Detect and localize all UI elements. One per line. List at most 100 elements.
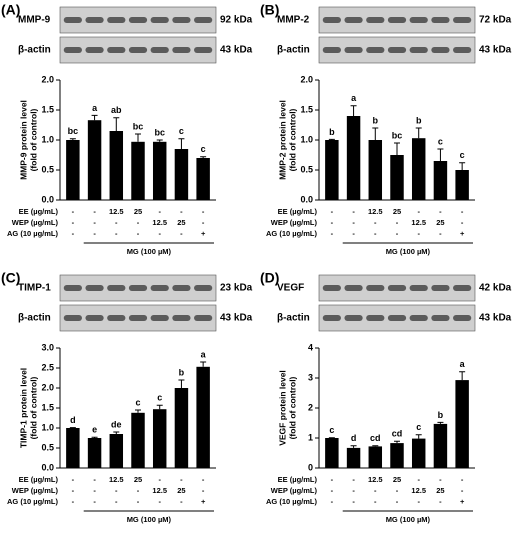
bar bbox=[346, 116, 361, 200]
treatment-entry: - bbox=[439, 497, 442, 506]
significance-letter: bc bbox=[392, 130, 403, 140]
protein-label: MMP-9 bbox=[18, 15, 51, 26]
treatment-entry: - bbox=[374, 486, 377, 495]
treatment-label: WEP (µg/mL) bbox=[271, 218, 318, 227]
blot-band bbox=[409, 315, 428, 321]
treatment-group-label: MG (100 µM) bbox=[386, 247, 431, 256]
panel: (B) 0.0 0.5 1.0 1.5 2.0 MMP-2 protein level (fo… bbox=[260, 2, 512, 256]
blot-band bbox=[107, 285, 126, 291]
blot-band bbox=[322, 17, 341, 23]
treatment-label: EE (µg/mL) bbox=[19, 207, 59, 216]
treatment-entry: - bbox=[331, 229, 334, 238]
treatment-group-label: MG (100 µM) bbox=[127, 247, 172, 256]
blot-band bbox=[63, 315, 82, 321]
blot-band bbox=[194, 47, 213, 53]
y-axis-label: MMP-9 protein level bbox=[18, 100, 28, 180]
treatment-entry: - bbox=[137, 229, 140, 238]
treatment-label: EE (µg/mL) bbox=[278, 475, 318, 484]
bar bbox=[368, 140, 383, 200]
treatment-entry: - bbox=[158, 475, 161, 484]
treatment-entry: - bbox=[352, 475, 355, 484]
error-bar bbox=[200, 361, 207, 367]
protein-label: β-actin bbox=[277, 313, 310, 324]
treatment-entry: - bbox=[417, 475, 420, 484]
significance-letter: cd bbox=[370, 433, 381, 443]
treatment-entry: + bbox=[460, 497, 465, 506]
y-tick-label: 0 bbox=[308, 462, 313, 472]
significance-letter: a bbox=[201, 349, 207, 359]
blot-band bbox=[409, 47, 428, 53]
bar bbox=[433, 423, 448, 468]
blot-band bbox=[366, 47, 385, 53]
treatment-entry: 25 bbox=[393, 207, 401, 216]
significance-letter: d bbox=[70, 415, 76, 425]
significance-letter: c bbox=[438, 136, 443, 146]
treatment-entry: - bbox=[115, 497, 118, 506]
panel: (D) 0 1 2 3 4 VEGF protein level (fold of contr… bbox=[260, 270, 512, 524]
treatment-entry: - bbox=[352, 497, 355, 506]
bar bbox=[66, 428, 80, 468]
treatment-entry: - bbox=[180, 229, 183, 238]
treatment-entry: 12.5 bbox=[411, 218, 426, 227]
significance-letter: e bbox=[92, 425, 97, 435]
y-tick-label: 2 bbox=[308, 402, 313, 412]
bar bbox=[455, 380, 469, 468]
y-tick-label: 3.0 bbox=[41, 342, 54, 352]
y-axis-label: (fold of control) bbox=[287, 108, 297, 171]
treatment-entry: - bbox=[396, 218, 399, 227]
error-bar bbox=[178, 379, 185, 388]
treatment-entry: - bbox=[115, 229, 118, 238]
error-bar bbox=[350, 105, 357, 116]
size-label: 72 kDa bbox=[479, 15, 512, 26]
error-bar bbox=[156, 139, 163, 142]
error-bar bbox=[437, 148, 444, 161]
treatment-entry: - bbox=[72, 207, 75, 216]
treatment-entry: - bbox=[115, 218, 118, 227]
blot-band bbox=[172, 47, 191, 53]
blot-band bbox=[453, 285, 472, 291]
blot-band bbox=[366, 285, 385, 291]
bar bbox=[152, 409, 167, 468]
blot-band bbox=[85, 315, 104, 321]
y-tick-label: 1.5 bbox=[41, 402, 54, 412]
treatment-entry: - bbox=[158, 497, 161, 506]
bar bbox=[87, 120, 102, 200]
bar bbox=[152, 141, 167, 200]
bar bbox=[87, 438, 102, 468]
treatment-entry: 12.5 bbox=[411, 486, 426, 495]
error-bar bbox=[135, 409, 141, 413]
y-axis-label: (fold of control) bbox=[28, 108, 38, 171]
blot-band bbox=[453, 17, 472, 23]
treatment-entry: - bbox=[352, 486, 355, 495]
treatment-entry: - bbox=[461, 218, 464, 227]
treatment-entry: - bbox=[396, 486, 399, 495]
bar bbox=[196, 366, 210, 468]
bar bbox=[411, 438, 426, 468]
y-tick-label: 1.0 bbox=[41, 422, 54, 432]
blot-band bbox=[431, 285, 450, 291]
treatment-entry: 12.5 bbox=[109, 475, 124, 484]
treatment-entry: - bbox=[115, 486, 118, 495]
blot-band bbox=[431, 315, 450, 321]
treatment-entry: - bbox=[158, 207, 161, 216]
bar bbox=[109, 434, 124, 468]
treatment-entry: - bbox=[137, 497, 140, 506]
blot-band bbox=[409, 285, 428, 291]
treatment-entry: - bbox=[439, 207, 442, 216]
treatment-entry: - bbox=[72, 497, 75, 506]
treatment-entry: 25 bbox=[177, 218, 185, 227]
significance-letter: c bbox=[157, 393, 162, 403]
panel-label: (B) bbox=[260, 2, 279, 18]
treatment-entry: - bbox=[331, 497, 334, 506]
bar bbox=[346, 447, 361, 468]
significance-letter: c bbox=[179, 126, 184, 136]
blot-band bbox=[150, 285, 169, 291]
significance-letter: b bbox=[416, 115, 422, 125]
panel-label: (C) bbox=[1, 270, 20, 286]
blot-band bbox=[366, 17, 385, 23]
treatment-entry: - bbox=[93, 207, 96, 216]
treatment-label: WEP (µg/mL) bbox=[12, 218, 59, 227]
error-bar bbox=[350, 445, 357, 448]
y-tick-label: 1 bbox=[308, 432, 313, 442]
y-tick-label: 1.5 bbox=[41, 104, 54, 114]
